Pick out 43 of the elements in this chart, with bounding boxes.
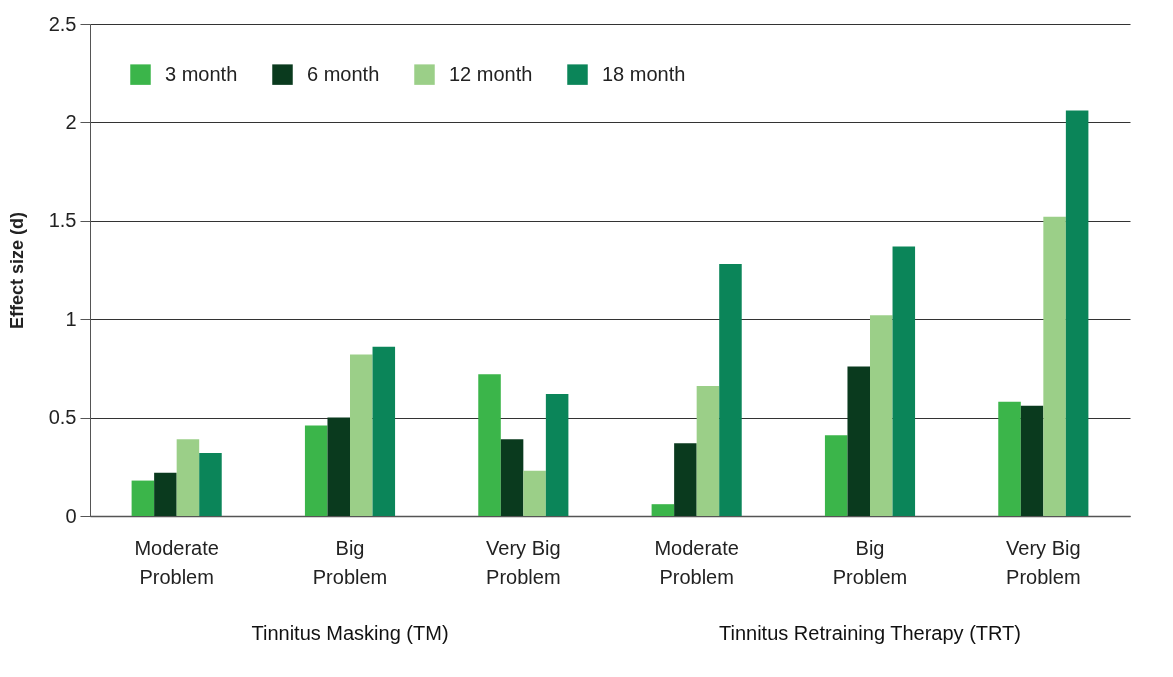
bar (719, 264, 742, 516)
y-tick-label: 0 (65, 504, 77, 527)
bar (199, 453, 222, 516)
bar (176, 439, 200, 516)
y-tick-label: 0.5 (48, 406, 77, 429)
bar (478, 374, 501, 516)
y-tick-label: 1 (65, 307, 77, 330)
y-axis-title: Effect size (d) (6, 211, 27, 330)
x-tick-label: Moderate Problem (654, 536, 739, 588)
bar (1065, 110, 1089, 516)
bar (523, 470, 546, 516)
bar (500, 439, 524, 516)
text: Tinnitus Retraining Therapy (TRT) (719, 622, 1021, 644)
bar (327, 417, 350, 516)
bar (824, 435, 848, 516)
bar (372, 346, 396, 516)
x-tick-label: Very Big Problem (486, 536, 561, 588)
x-tick-label: Big Problem (312, 536, 388, 588)
bar (651, 504, 675, 516)
text: Tinnitus Masking (TM) (251, 622, 449, 644)
legend-label: 18 month (602, 62, 686, 85)
y-tick-label: 1.5 (48, 209, 77, 232)
y-tick-label: 2 (65, 110, 77, 133)
bar (131, 480, 155, 516)
legend-label: 3 month (165, 62, 238, 85)
bar (998, 401, 1021, 516)
x-tick-label: Very Big Problem (1006, 536, 1081, 588)
bar (154, 472, 177, 516)
y-tick-label: 2.5 (48, 12, 77, 35)
bar (847, 366, 870, 516)
bar (545, 393, 569, 516)
legend-label: 12 month (449, 62, 533, 85)
bar (1043, 216, 1066, 516)
bar (892, 246, 916, 516)
bar (1020, 405, 1044, 516)
bar (870, 315, 893, 516)
legend-label: 6 month (307, 62, 380, 85)
x-tick-label: Moderate Problem (134, 536, 219, 588)
bar (674, 443, 697, 516)
bar (696, 386, 720, 516)
bar (350, 354, 373, 516)
x-tick-label: Big Problem (832, 536, 908, 588)
bar (304, 425, 328, 516)
